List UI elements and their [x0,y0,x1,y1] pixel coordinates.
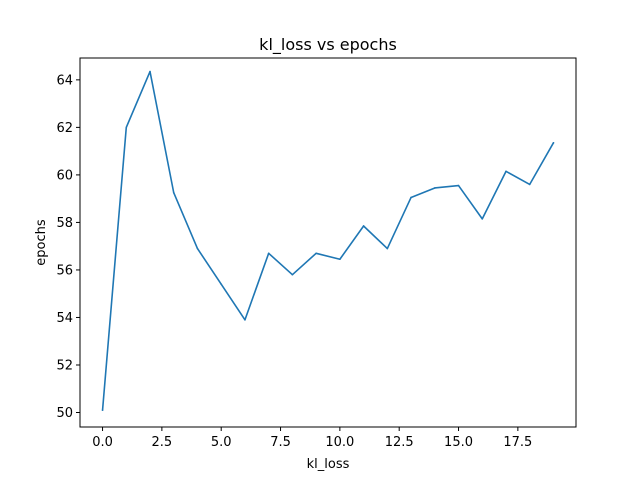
data-point [457,184,460,187]
y-tick-label: 56 [56,263,73,278]
data-point [244,319,246,321]
x-tick-label: 2.5 [152,435,173,450]
x-axis-label: kl_loss [307,457,350,472]
data-point [196,247,199,250]
y-axis-label: epochs [34,219,49,266]
data-point [267,252,270,255]
x-tick-label: 5.0 [211,435,232,450]
chart-title: kl_loss vs epochs [259,35,397,55]
data-point [315,252,317,255]
y-tick-label: 50 [56,406,73,421]
y-tick-label: 54 [56,311,73,326]
plot-area [79,57,577,428]
y-tick-label: 58 [56,216,73,231]
data-point [552,142,555,144]
y-tick-label: 62 [56,121,73,136]
data-point [386,247,389,250]
plot-frame [79,57,577,428]
x-tick-label: 15.0 [444,435,473,450]
x-tick-label: 10.0 [325,435,354,450]
data-point [362,225,365,227]
y-axis: 50 52 54 56 58 60 62 64 [56,73,80,421]
data-point [339,258,341,261]
data-point [528,183,531,186]
y-tick-label: 60 [56,168,73,183]
data-point [220,283,223,285]
x-axis: 0.0 2.5 5.0 7.5 10.0 12.5 15.0 17.5 [92,427,532,450]
data-point [505,170,507,173]
data-point [125,126,128,129]
data-point [291,273,294,276]
data-point [433,187,436,189]
data-point [101,409,104,411]
y-tick-label: 64 [56,73,73,88]
data-point [172,191,175,194]
data-point [481,218,484,220]
x-tick-label: 0.0 [92,435,113,450]
x-tick-label: 7.5 [270,435,291,450]
series-line [101,70,555,411]
x-tick-label: 17.5 [503,435,532,450]
data-point [149,70,151,73]
x-tick-label: 12.5 [385,435,414,450]
y-tick-label: 52 [56,358,73,373]
data-point [410,196,412,199]
